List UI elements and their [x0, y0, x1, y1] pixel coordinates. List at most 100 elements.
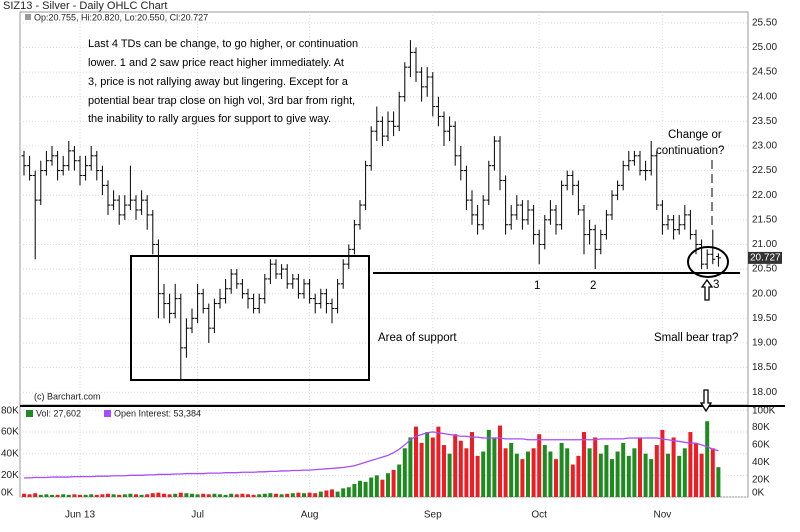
- volume-bar: [649, 459, 654, 497]
- legend-swatch: [104, 410, 111, 417]
- volume-bar: [430, 437, 435, 497]
- y-tick-label: 25.00: [752, 42, 777, 53]
- volume-bar: [156, 492, 161, 497]
- volume-bar: [632, 448, 637, 497]
- volume-bar: [38, 494, 43, 497]
- volume-bar: [570, 464, 575, 497]
- volume-bar: [464, 448, 469, 497]
- volume-bar: [33, 493, 38, 497]
- volume-bar: [89, 494, 94, 497]
- volume-bar: [514, 453, 519, 497]
- volume-bar: [274, 493, 278, 497]
- volume-bar: [44, 494, 49, 497]
- legend-swatch: [26, 410, 33, 417]
- volume-bar: [335, 491, 340, 497]
- volume-bar: [503, 448, 508, 497]
- volume-bar: [229, 493, 234, 497]
- volume-bar: [83, 494, 88, 497]
- volume-bar: [246, 494, 250, 497]
- volume-bar: [117, 494, 122, 497]
- volume-bar: [453, 434, 458, 497]
- volume-bar: [374, 475, 379, 497]
- support-box: [130, 255, 370, 381]
- y-tick-label: 20.50: [752, 264, 777, 275]
- volume-bar: [290, 493, 295, 497]
- volume-bar: [346, 487, 351, 497]
- question-line: Change or: [668, 129, 722, 141]
- y-tick-label: 20K: [1, 470, 19, 481]
- y-tick-label: 20.00: [752, 288, 777, 299]
- volume-bar: [391, 469, 396, 497]
- volume-bar: [122, 494, 127, 497]
- volume-bar: [666, 453, 670, 497]
- volume-bar: [318, 491, 323, 497]
- volume-bar: [195, 494, 200, 497]
- volume-bar: [475, 455, 480, 497]
- volume-bar: [78, 494, 82, 497]
- circle: [687, 246, 729, 278]
- volume-bar: [223, 494, 228, 497]
- y-tick-label: 18.50: [752, 362, 777, 373]
- volume-bar: [660, 429, 665, 497]
- note-line: 3, price is not rallying away but linger…: [88, 76, 349, 88]
- volume-bar: [296, 492, 301, 497]
- volume-bar: [694, 442, 698, 497]
- volume-bar: [425, 432, 430, 497]
- volume-bar: [442, 445, 446, 497]
- volume-bar: [565, 448, 570, 497]
- up-arrow: [700, 278, 714, 301]
- volume-bar: [615, 451, 620, 497]
- volume-bar: [22, 493, 26, 497]
- volume-bar: [554, 459, 558, 497]
- y-tick-label: 60K: [1, 427, 19, 438]
- note-line: potential bear trap close on high vol, 3…: [88, 95, 355, 107]
- y-tick-label: 23.50: [752, 116, 777, 127]
- volume-bar: [201, 493, 206, 497]
- volume-bar: [548, 451, 553, 497]
- last-price-box: [748, 251, 782, 264]
- volume-bar: [369, 477, 374, 497]
- volume-bar: [352, 484, 357, 497]
- volume-bar: [582, 432, 586, 497]
- volume-bar: [190, 493, 194, 497]
- trap-label: Small bear trap?: [654, 332, 738, 344]
- y-tick-label: 21.50: [752, 214, 777, 225]
- y-tick-label: 80K: [1, 406, 19, 417]
- y2-tick-label: 0K: [752, 488, 765, 499]
- volume-bar: [458, 440, 463, 497]
- volume-bar: [705, 421, 710, 497]
- volume-bar: [509, 442, 514, 497]
- volume-bar: [531, 448, 536, 497]
- volume-bar: [537, 434, 542, 497]
- legend-label: Vol: 27,602: [36, 408, 81, 418]
- y-tick-label: 25.50: [752, 17, 777, 28]
- volume-bar: [206, 494, 211, 497]
- volume-bar: [688, 432, 693, 497]
- volume-bar: [363, 481, 368, 497]
- volume-bar: [408, 437, 413, 497]
- question-line: continuation?: [656, 145, 724, 157]
- volume-bar: [341, 488, 346, 497]
- credit: (c) Barchart.com: [34, 391, 101, 401]
- volume-bar: [50, 494, 54, 497]
- open-interest-line: [24, 431, 719, 479]
- x-tick-label: Sep: [424, 510, 442, 521]
- chart-title: SIZ13 - Silver - Daily OHLC Chart: [3, 0, 167, 12]
- volume-bar: [542, 445, 547, 497]
- x-tick-label: Nov: [654, 510, 672, 521]
- note-line: Last 4 TDs can be change, to go higher, …: [88, 38, 358, 50]
- volume-bar: [173, 493, 178, 497]
- mark-label: 1: [534, 280, 540, 292]
- volume-bar: [100, 494, 105, 497]
- volume-bar: [150, 493, 155, 497]
- x-tick-label: Oct: [531, 510, 547, 521]
- volume-bar: [593, 437, 598, 497]
- volume-bar: [72, 494, 77, 497]
- note-line: the inability to rally argues for suppor…: [88, 113, 331, 125]
- y2-tick-label: 100K: [752, 406, 776, 417]
- y2-tick-label: 40K: [752, 457, 770, 468]
- volume-bar: [27, 494, 32, 497]
- volume-bar: [134, 494, 138, 497]
- volume-bar: [638, 437, 642, 497]
